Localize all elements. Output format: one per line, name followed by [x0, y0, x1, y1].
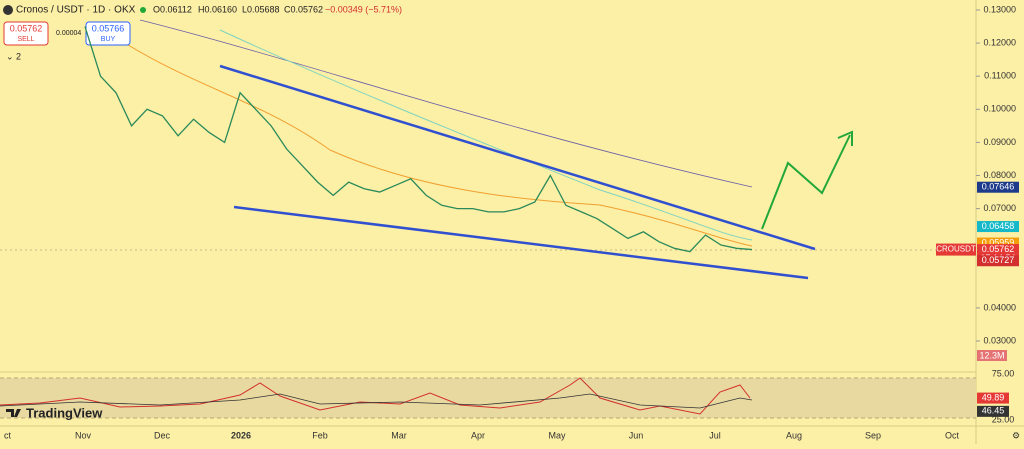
rsi-ma-value: 46.45	[982, 406, 1005, 416]
price-tick-label: 0.10000	[983, 104, 1016, 114]
price-tick-label: 0.03000	[983, 335, 1016, 345]
symbol-icon	[3, 5, 13, 15]
rsi-value: 49.89	[982, 392, 1005, 402]
price-badge-label: 0.07646	[982, 182, 1015, 192]
time-label: 2026	[231, 430, 251, 440]
header: Cronos / USDT · 1D · OKX O0.06112 H0.061…	[3, 4, 402, 61]
projection-arrow	[761, 134, 851, 230]
time-label: Apr	[471, 430, 485, 440]
time-label: Aug	[786, 430, 802, 440]
price-tick-label: 0.04000	[983, 302, 1016, 312]
price-badge	[977, 181, 1019, 193]
rsi-badge	[977, 392, 1009, 404]
time-label: ct	[4, 430, 12, 440]
indicator-toggle[interactable]: ⌄	[6, 51, 14, 61]
price-badge	[977, 237, 1019, 249]
trend-line-lower	[233, 205, 809, 280]
price-badge-label: 0.05762	[982, 244, 1015, 254]
sell-price: 0.05762	[10, 23, 43, 33]
rsi-band	[0, 378, 976, 418]
price-tick-label: 0.11000	[984, 71, 1016, 81]
price-line-series	[84, 26, 753, 253]
brand-name: TradingView	[26, 405, 103, 420]
price-badge-label: 0.05959	[982, 237, 1015, 247]
brand-logo	[6, 409, 21, 417]
arrow-head	[837, 130, 853, 146]
brand: TradingView	[6, 405, 103, 420]
buy-label: BUY	[101, 36, 116, 43]
ohlc-high: H0.06160	[198, 4, 237, 14]
ohlc-close: C0.05762	[284, 4, 323, 14]
market-status	[140, 7, 146, 13]
price-badge-label: 0.05727	[982, 255, 1015, 265]
time-label: Oct	[945, 430, 960, 440]
price-tick-label: 0.08000	[983, 170, 1016, 180]
rsi-ma-line	[0, 393, 753, 409]
time-label: Dec	[154, 430, 171, 440]
symbol[interactable]: Cronos / USDT · 1D · OKX	[16, 5, 136, 16]
buy-price: 0.05766	[92, 23, 125, 33]
time-label: May	[548, 430, 566, 440]
time-label: Jun	[629, 430, 644, 440]
price-badge	[977, 255, 1019, 267]
indicator-count[interactable]: 2	[16, 51, 21, 61]
spread: 0.00004	[56, 30, 81, 37]
price-tick-label: 0.12000	[983, 37, 1016, 47]
rsi-upper-label: 75.00	[992, 368, 1015, 378]
price-tick-label: 0.07000	[983, 203, 1016, 213]
price-tick-label: 0.13000	[983, 4, 1016, 14]
rsi-lower-label: 25.00	[992, 414, 1015, 424]
price-badge	[977, 221, 1019, 233]
volume-badge: 12.3M	[979, 350, 1004, 360]
ma-200	[139, 19, 753, 188]
ohlc-open: O0.06112	[153, 4, 192, 14]
price-tick-label: 0.09000	[983, 137, 1016, 147]
price-badge-label: 0.06458	[982, 221, 1015, 231]
sell-button[interactable]	[3, 21, 49, 46]
time-label: Feb	[312, 430, 328, 440]
ma-50	[119, 39, 753, 247]
ohlc-low: L0.05688	[242, 4, 280, 14]
ma-100	[219, 29, 753, 241]
rsi-ma-badge	[977, 405, 1009, 417]
time-label: Jul	[709, 430, 721, 440]
sell-label: SELL	[17, 36, 34, 43]
trend-line-upper	[219, 64, 816, 251]
time-label: Nov	[75, 430, 92, 440]
time-label: Mar	[391, 430, 407, 440]
symbol-tag-bg	[936, 243, 976, 256]
buy-button[interactable]	[85, 21, 131, 46]
volume-badge-bg	[977, 350, 1007, 361]
symbol-tag: CROUSDT	[936, 245, 976, 254]
time-label: Sep	[865, 430, 881, 440]
settings-icon[interactable]: ⚙	[1012, 430, 1020, 440]
ohlc-change: −0.00349 (−5.71%)	[325, 4, 402, 14]
